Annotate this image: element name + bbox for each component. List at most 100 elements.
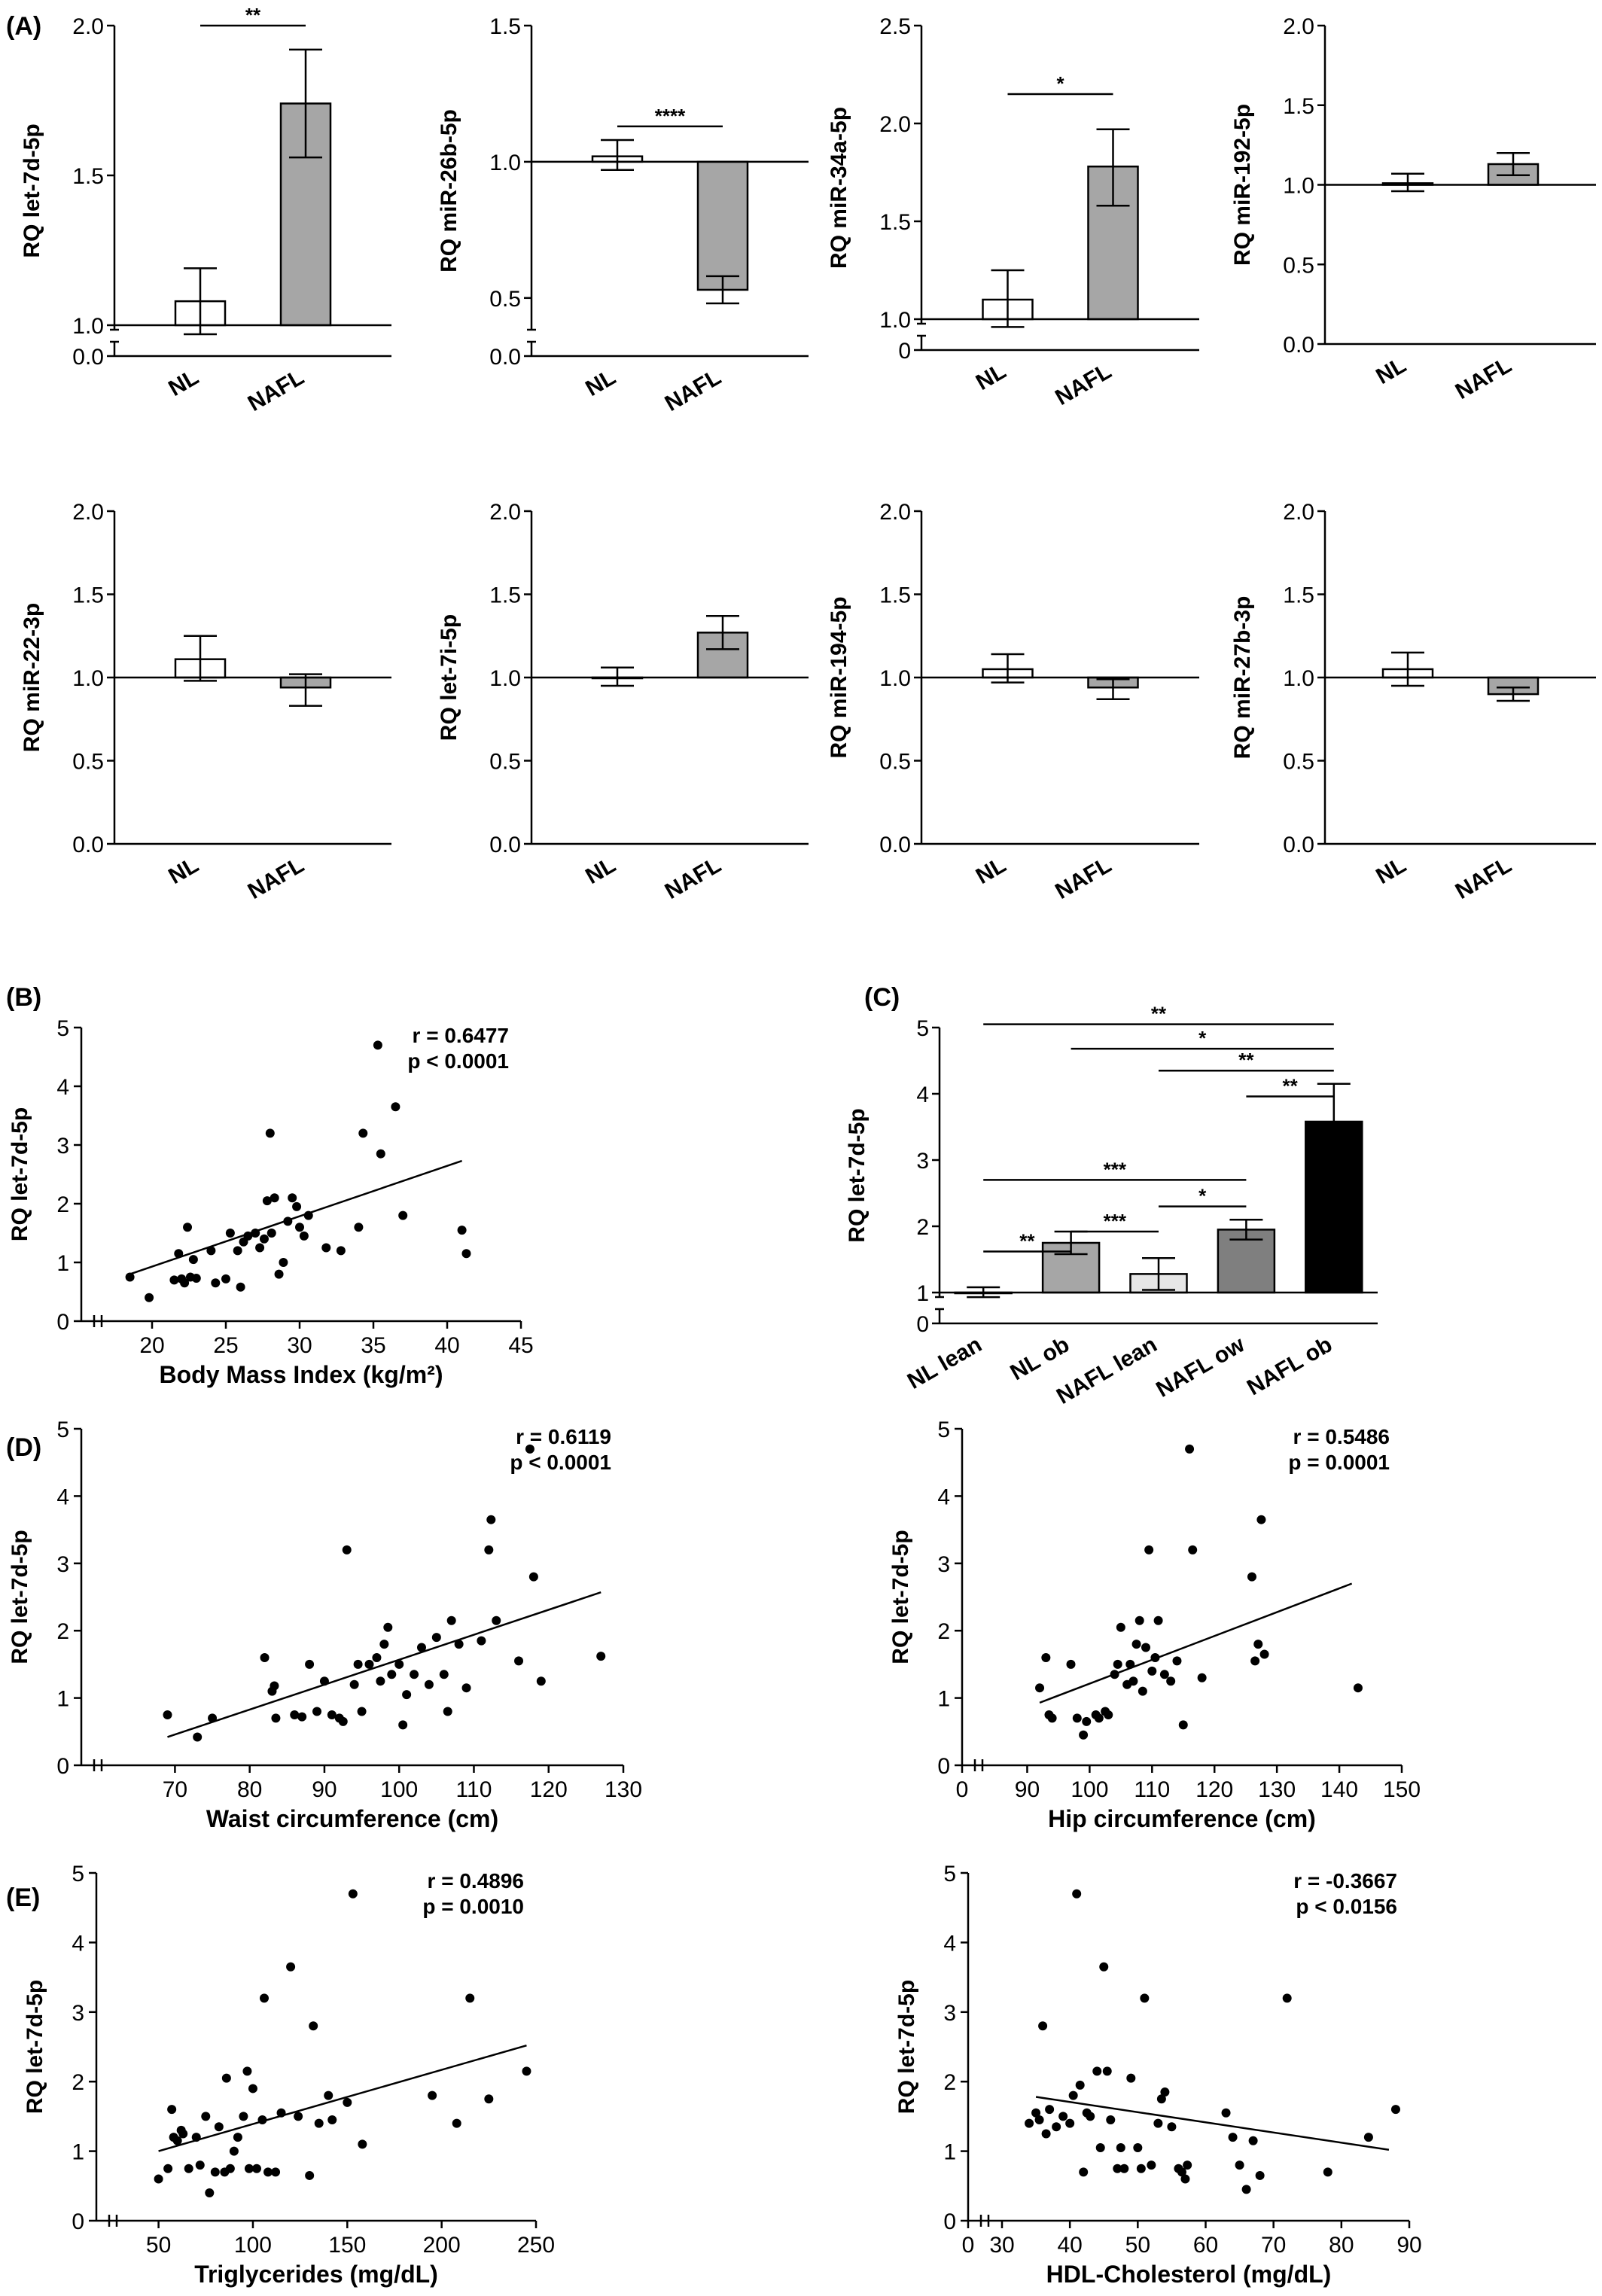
data-point <box>314 2118 324 2128</box>
y-axis-label: RQ miR-192-5p <box>1230 104 1255 266</box>
data-point <box>528 1572 538 1582</box>
x-tick-label: 100 <box>380 1777 418 1802</box>
data-point <box>1068 2090 1078 2100</box>
y-tick-label: 1.0 <box>1283 666 1314 691</box>
data-point <box>461 1683 471 1693</box>
data-point <box>596 1652 606 1661</box>
y-tick-label: 2 <box>56 1619 69 1644</box>
y-axis-label: RQ miR-194-5p <box>827 596 851 758</box>
data-point <box>416 1643 426 1652</box>
y-tick-label: 2.0 <box>1283 14 1314 39</box>
bar-chart-A2: 0.0 0.5 1.0 1.5 RQ miR-26b-5p NL NAFL **** <box>437 14 809 416</box>
x-tick-label: 45 <box>508 1333 533 1358</box>
data-point <box>394 1659 404 1669</box>
data-point <box>163 2164 173 2173</box>
significance-label: *** <box>1104 1158 1127 1180</box>
data-point <box>266 1229 276 1238</box>
data-point <box>1141 1643 1151 1652</box>
data-point <box>1256 1515 1266 1524</box>
data-point <box>536 1676 546 1686</box>
data-point <box>1177 2167 1186 2177</box>
data-point <box>299 1231 309 1241</box>
y-tick-label: 0.5 <box>489 750 521 775</box>
data-point <box>1133 2142 1143 2152</box>
data-point <box>1363 2133 1373 2142</box>
y-tick-label: 1 <box>56 1687 69 1712</box>
bar-chart-A3: 0 1.0 1.5 2.0 2.5 RQ miR-34a-5p NL NAFL * <box>827 14 1199 410</box>
data-point <box>1052 2122 1061 2132</box>
data-point <box>349 1679 359 1689</box>
y-tick-label: 3 <box>72 2001 84 2026</box>
data-point <box>1172 1656 1182 1666</box>
data-point <box>1253 1640 1263 1649</box>
x-tick-label: 90 <box>312 1777 337 1802</box>
y-tick-label: 1.5 <box>879 583 911 608</box>
scatter-chart-D2: 0 1 2 3 4 5 0 90 100 110 120 130 140 150 RQ let-7d-5p H… <box>888 1417 1421 1832</box>
data-point <box>163 1710 172 1719</box>
data-point <box>1065 2118 1075 2128</box>
y-tick-label: 1.0 <box>879 666 911 691</box>
y-tick-label: 2.0 <box>879 500 911 525</box>
data-point <box>1041 2129 1051 2139</box>
data-point <box>1221 2108 1231 2118</box>
data-point <box>303 1210 313 1220</box>
y-tick-label: 1.5 <box>489 583 521 608</box>
panel-label-b: (B) <box>6 983 41 1012</box>
data-point <box>402 1690 412 1700</box>
data-point <box>1166 1676 1176 1686</box>
data-point <box>353 1659 363 1669</box>
y-tick-label: 2.0 <box>1283 500 1314 525</box>
data-point <box>1147 2160 1156 2170</box>
data-point <box>145 1293 154 1302</box>
y-tick-label: 0.5 <box>489 287 521 312</box>
y-tick-label: 3 <box>916 1149 929 1174</box>
x-tick-label: 40 <box>1057 2233 1082 2258</box>
data-point <box>525 1444 535 1454</box>
data-point <box>1136 2164 1146 2173</box>
data-point <box>178 2129 188 2139</box>
data-point <box>1104 1710 1113 1719</box>
y-tick-label: 0 <box>72 2209 84 2234</box>
x-tick-label: 30 <box>989 2233 1014 2258</box>
y-tick-label: 1 <box>72 2140 84 2165</box>
data-point <box>233 1246 242 1256</box>
x-tick-label: 20 <box>139 1333 164 1358</box>
data-point <box>195 2160 205 2170</box>
y-tick-label: 0.5 <box>879 750 911 775</box>
data-point <box>342 1545 352 1555</box>
significance-label: ** <box>1282 1075 1298 1098</box>
y-tick-label: 2 <box>56 1192 69 1217</box>
category-label: NAFL <box>1451 352 1516 404</box>
data-point <box>1128 1676 1138 1686</box>
data-point <box>1025 2118 1034 2128</box>
panel-label-c: (C) <box>864 983 900 1012</box>
data-point <box>263 2167 273 2177</box>
category-label: NAFL <box>1051 358 1116 410</box>
data-point <box>1116 1622 1125 1632</box>
x-tick-label: 90 <box>1396 2233 1421 2258</box>
data-point <box>1150 1652 1160 1662</box>
data-point <box>183 1223 193 1232</box>
data-point <box>206 1246 216 1256</box>
y-tick-label: 5 <box>916 1016 929 1041</box>
y-tick-label: 4 <box>937 1484 950 1509</box>
x-tick-label: 0 <box>956 1777 969 1802</box>
y-tick-label: 1 <box>56 1251 69 1276</box>
scatter-chart-E1: 0 1 2 3 4 5 50 100 150 200 250 RQ let-7d-5p Triglyce… <box>23 1862 555 2288</box>
y-tick-label: 3 <box>56 1552 69 1577</box>
y-tick-label: 1.0 <box>1283 174 1314 199</box>
significance-label: ** <box>245 4 261 26</box>
data-point <box>383 1622 393 1632</box>
data-point <box>270 1193 279 1203</box>
data-point <box>251 2164 261 2173</box>
y-tick-label: 5 <box>56 1417 69 1442</box>
y-tick-label: 0 <box>937 1754 950 1779</box>
data-point <box>376 1149 385 1159</box>
x-tick-label: 60 <box>1193 2233 1218 2258</box>
data-point <box>205 2188 215 2198</box>
data-point <box>225 1229 235 1238</box>
data-point <box>514 1656 524 1666</box>
data-point <box>1390 2105 1400 2115</box>
significance-label: * <box>1056 72 1064 95</box>
